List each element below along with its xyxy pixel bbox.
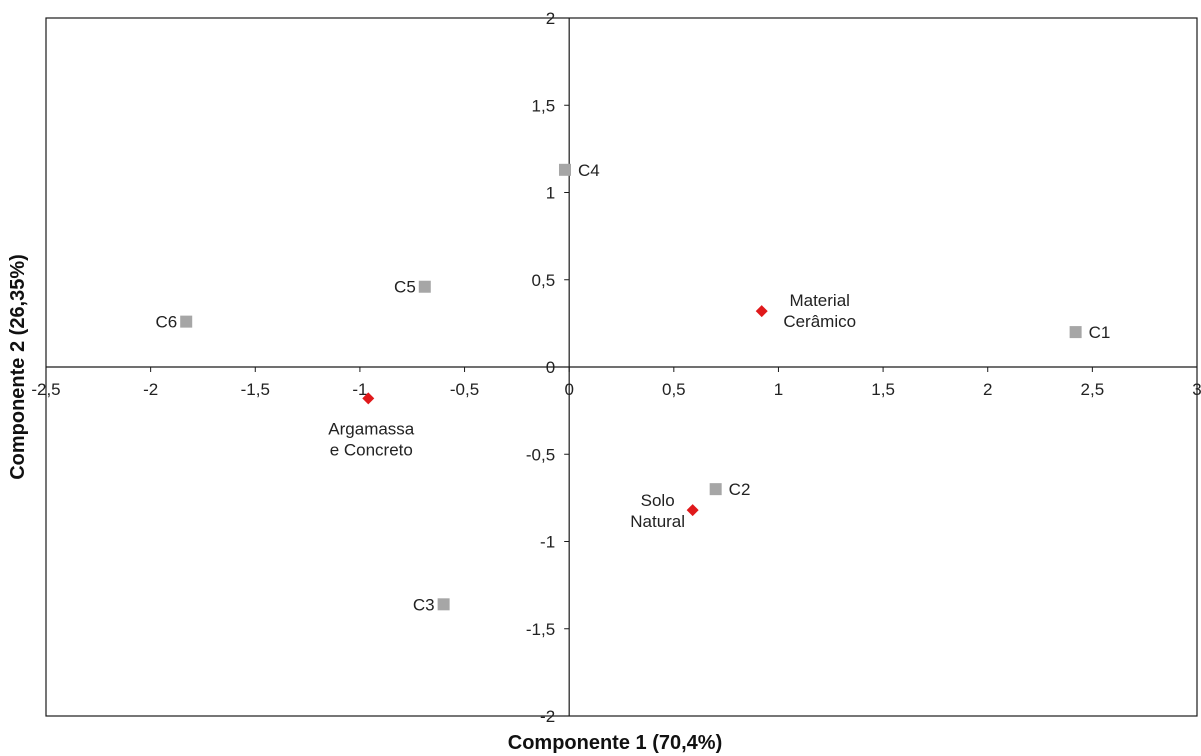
y-tick-label: 1 xyxy=(546,184,555,203)
point-label: C4 xyxy=(578,161,600,180)
point-label-line: Cerâmico xyxy=(783,312,856,331)
point-label: C6 xyxy=(155,313,177,332)
x-tick-label: 0 xyxy=(564,380,573,399)
point-label: Solo Natural xyxy=(630,491,685,531)
point-label-line: C1 xyxy=(1089,323,1111,342)
y-tick-label: -1,5 xyxy=(526,620,555,639)
point-label: Argamassa e Concreto xyxy=(328,419,415,459)
x-tick-label: -0,5 xyxy=(450,380,479,399)
point-marker-square xyxy=(418,280,431,293)
x-tick-label: 3 xyxy=(1192,380,1201,399)
x-axis-title: Componente 1 (70,4%) xyxy=(508,732,722,754)
point-label: C1 xyxy=(1089,323,1111,342)
point-label-line: e Concreto xyxy=(330,440,413,459)
y-axis-title: Componente 2 (26,35%) xyxy=(7,254,29,480)
point-label: Material Cerâmico xyxy=(783,291,856,331)
point-marker-square xyxy=(709,483,722,496)
point-label-line: C4 xyxy=(578,161,600,180)
point-label-line: C5 xyxy=(394,278,416,297)
y-tick-label: 2 xyxy=(546,9,555,28)
points-layer: C1 C2 C3 C4 C5 C6 Material Cerâmico Solo Natural A… xyxy=(155,161,1110,615)
axes-layer: -2,5 -2 -1,5 -1 -0,5 0 0,5 1 1,5 2 2,5 3 -2 -1,5 -1 -0,… xyxy=(31,9,1201,726)
y-tick-label: -0,5 xyxy=(526,445,555,464)
x-tick-label: -1 xyxy=(352,380,367,399)
x-tick-label: 1 xyxy=(774,380,783,399)
point-label: C2 xyxy=(729,480,751,499)
point-label-line: C2 xyxy=(729,480,751,499)
y-tick-label: -1 xyxy=(540,533,555,552)
point-marker-diamond xyxy=(686,504,699,517)
point-marker-square xyxy=(1069,326,1082,339)
point-label-line: Argamassa xyxy=(328,419,415,438)
y-tick-label: 1,5 xyxy=(532,96,556,115)
x-tick-label: -2,5 xyxy=(31,380,60,399)
point-label-line: C3 xyxy=(413,595,435,614)
y-tick-label: -2 xyxy=(540,707,555,726)
x-tick-label: 1,5 xyxy=(871,380,895,399)
x-tick-label: -2 xyxy=(143,380,158,399)
point-label: C5 xyxy=(394,278,416,297)
y-tick-label: 0,5 xyxy=(532,271,556,290)
point-label-line: Material xyxy=(789,291,849,310)
point-marker-square xyxy=(180,315,193,328)
point-label-line: Natural xyxy=(630,512,685,531)
point-marker-square xyxy=(558,163,571,176)
x-tick-label: -1,5 xyxy=(241,380,270,399)
y-tick-label: 0 xyxy=(546,358,555,377)
x-tick-label: 2,5 xyxy=(1081,380,1105,399)
point-marker-diamond xyxy=(362,392,375,405)
point-label-line: Solo xyxy=(641,491,675,510)
point-label: C3 xyxy=(413,595,435,614)
point-label-line: C6 xyxy=(155,313,177,332)
point-marker-square xyxy=(437,598,450,611)
x-tick-label: 0,5 xyxy=(662,380,686,399)
point-marker-diamond xyxy=(755,305,768,318)
x-tick-label: 2 xyxy=(983,380,992,399)
